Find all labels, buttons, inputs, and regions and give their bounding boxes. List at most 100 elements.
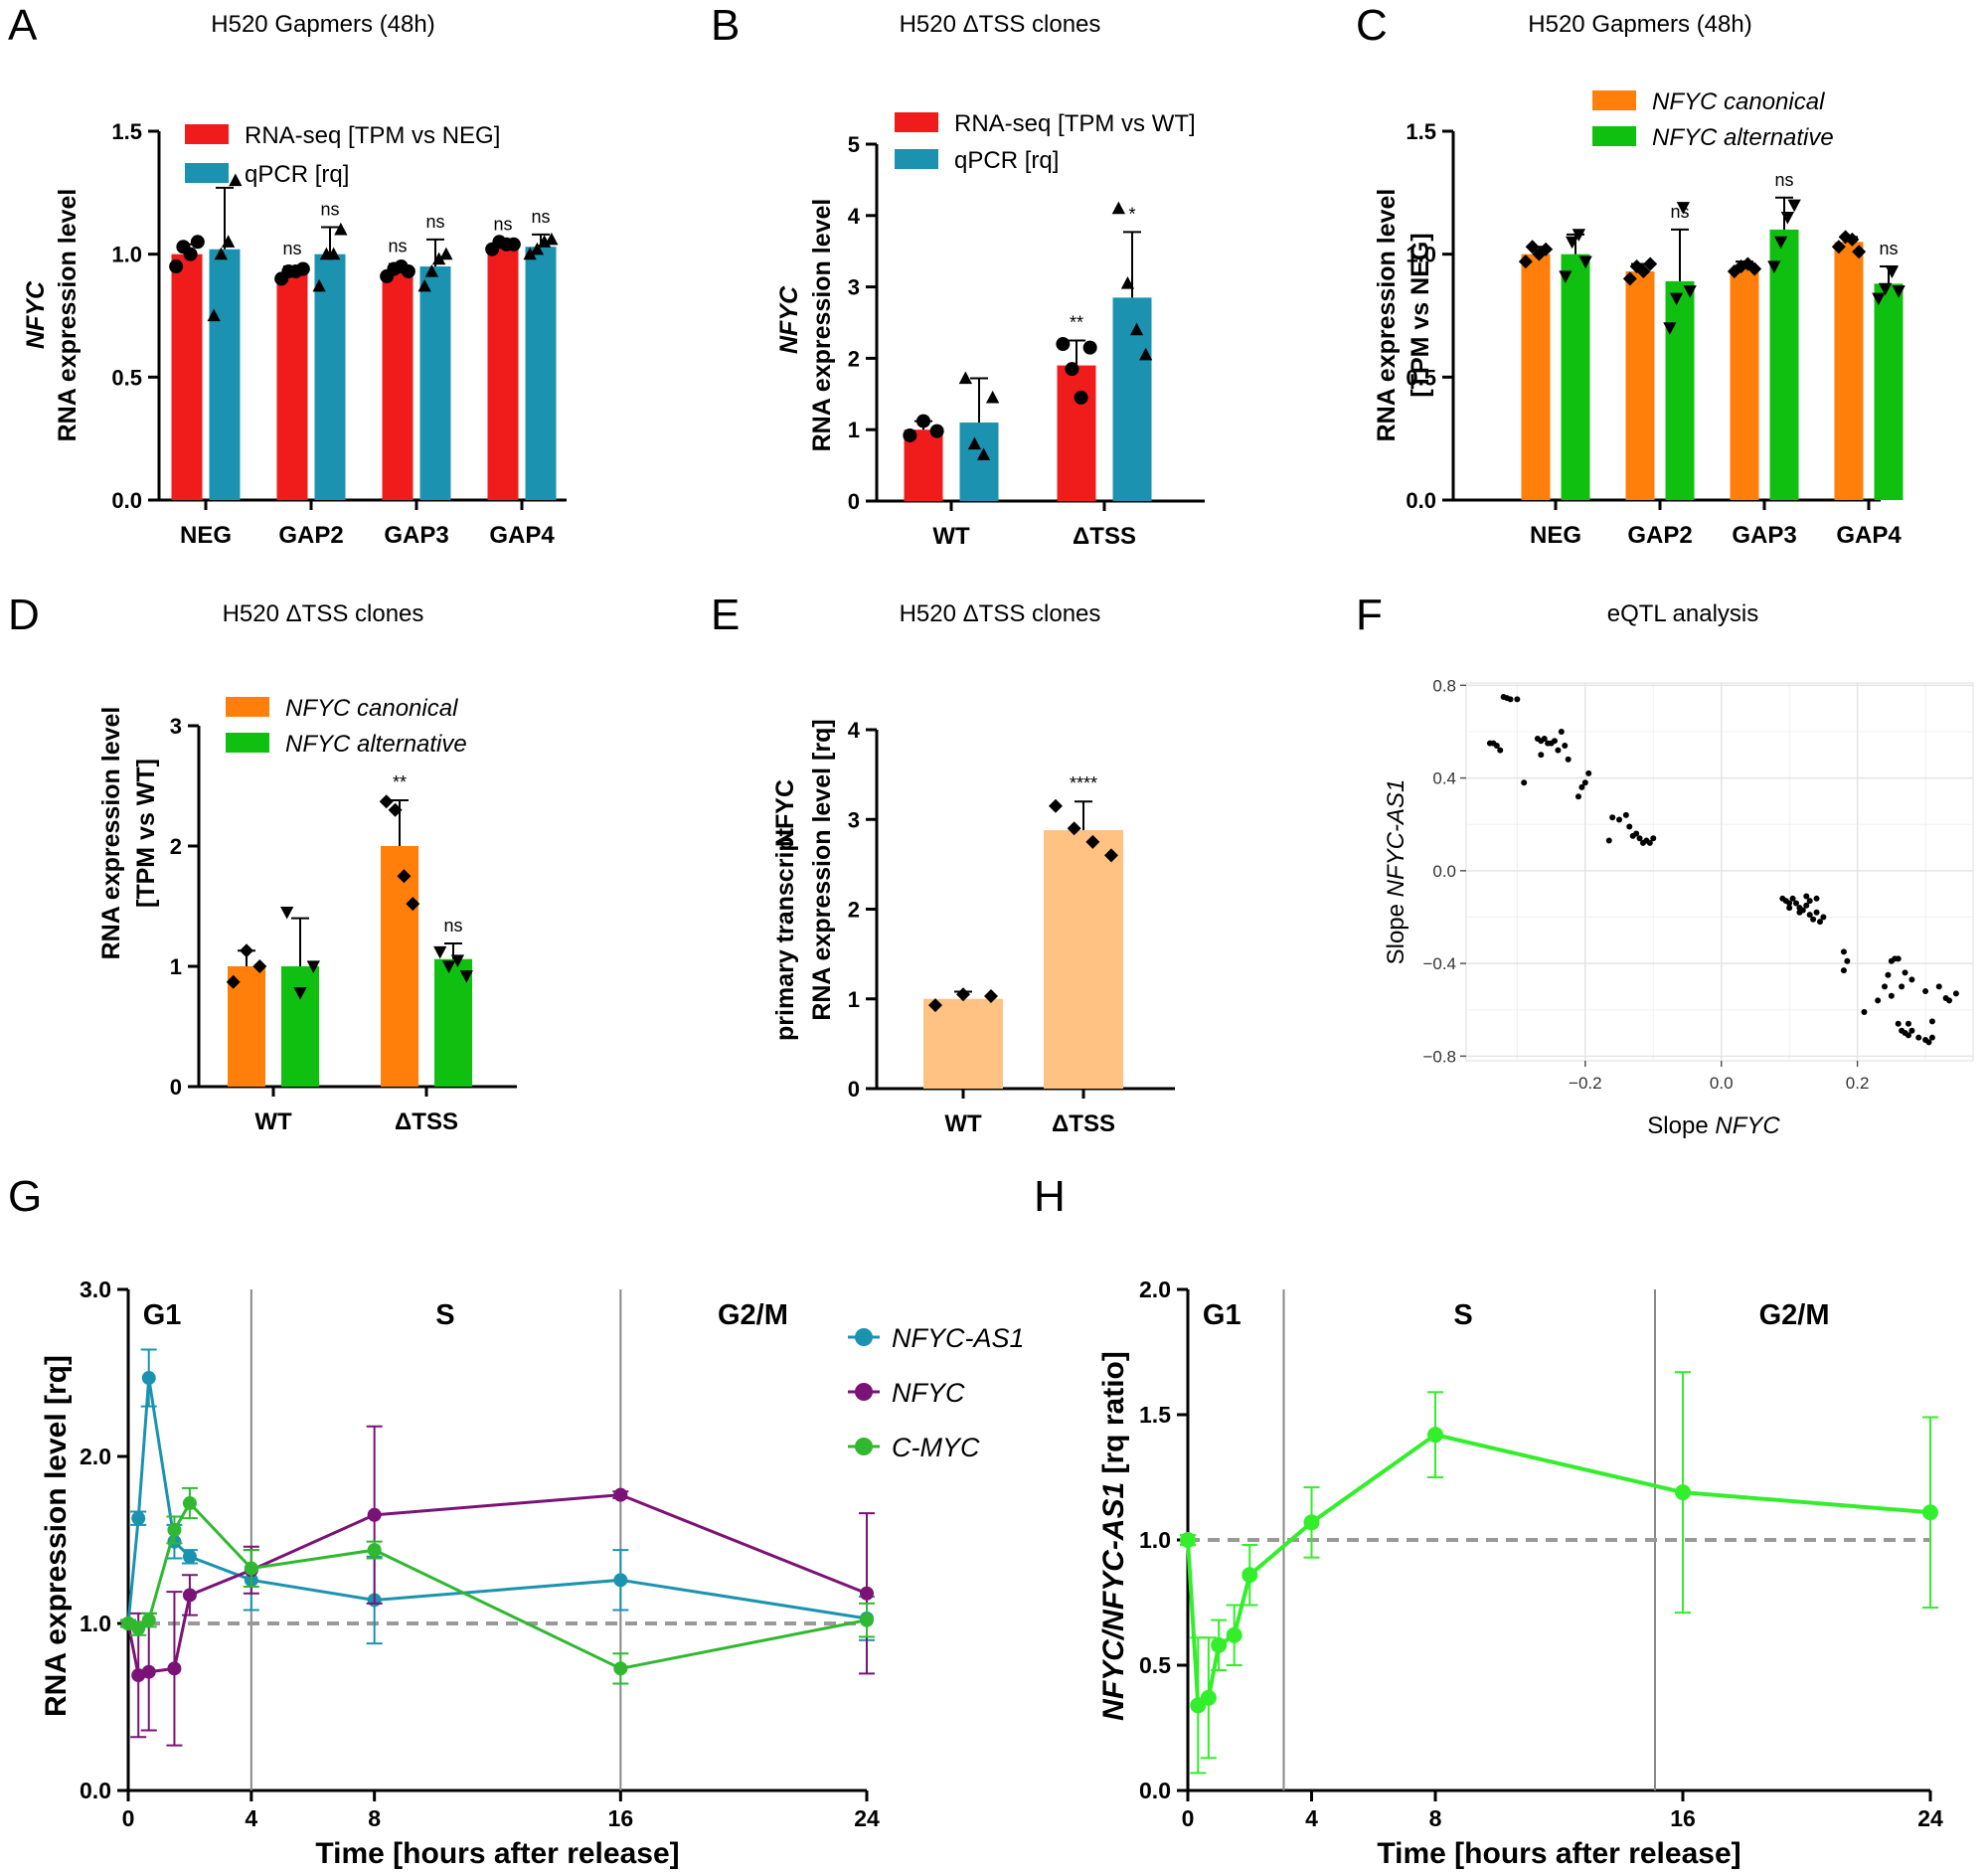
data-point (929, 424, 944, 438)
y-tick-label: 0.5 (111, 365, 142, 390)
bar (1044, 830, 1123, 1089)
y-axis-label: RNA expression level (808, 199, 836, 452)
scatter-point (1803, 893, 1810, 900)
y-axis-title: NFYC/NFYC-AS1 [rq ratio] (1097, 1351, 1130, 1721)
x-tick-label: GAP4 (1836, 522, 1902, 549)
legend-label: qPCR [rq] (954, 147, 1059, 174)
data-point (1669, 292, 1684, 306)
y-axis-label: NFYC (22, 280, 50, 349)
legend-label: RNA-seq [TPM vs NEG] (245, 122, 500, 149)
data-point (439, 247, 453, 260)
scatter-point (1908, 976, 1915, 983)
data-point (167, 1522, 182, 1537)
data-point (280, 906, 294, 920)
y-tick-label: 0.0 (111, 488, 142, 513)
data-point (433, 945, 447, 959)
bar (209, 249, 241, 500)
scatter-point (1928, 1018, 1935, 1025)
y-tick-label: 0.0 (1432, 862, 1456, 881)
data-point (956, 987, 970, 1002)
scatter-point (1816, 919, 1823, 926)
series-nfyc (120, 1425, 875, 1747)
data-point (1120, 276, 1135, 289)
legend-label: C-MYC (892, 1433, 980, 1462)
data-point (252, 959, 267, 973)
data-point (1852, 245, 1867, 259)
phase-label: S (435, 1299, 454, 1331)
scatter-point (1902, 969, 1908, 976)
y-axis-label: RNA expression level [rq] (808, 719, 836, 1020)
panel-letter-A: A (8, 1, 38, 50)
data-point (131, 1668, 146, 1683)
x-tick-label: −0.2 (1569, 1074, 1602, 1093)
data-point (860, 1586, 874, 1601)
data-point (523, 247, 537, 260)
data-point (1074, 390, 1088, 405)
panel-d-chart: H520 ΔTSS clones 0 1 2 3 RNA expression level… (97, 600, 517, 1135)
data-point (613, 1661, 628, 1676)
scatter-point (1646, 839, 1653, 846)
y-axis-label: RNA expression level (1373, 189, 1401, 442)
y-axis-label: [rq ratio] (1097, 1351, 1130, 1473)
significance-label: ns (443, 916, 462, 936)
scatter-point (1928, 1034, 1935, 1041)
panel-e-chart: H520 ΔTSS clones 0 1 2 3 4 NFYC RNA expression … (771, 600, 1175, 1137)
data-point (367, 1543, 382, 1558)
x-axis-title: Time [hours after release] (1377, 1837, 1740, 1870)
scatter-point (1541, 735, 1548, 742)
panel-letter-F: F (1356, 591, 1383, 639)
data-point (1539, 242, 1554, 256)
series-line (126, 1493, 868, 1678)
y-tick-label: 2 (170, 834, 182, 859)
x-tick-label: ΔTSS (1073, 523, 1136, 550)
data-point (1675, 1484, 1691, 1501)
bar (487, 247, 519, 500)
y-tick-label: 0 (848, 1077, 860, 1102)
data-point (1643, 256, 1658, 271)
scatter-point (1952, 990, 1959, 997)
x-tick-label: GAP3 (384, 522, 448, 549)
x-tick-label: 0.2 (1846, 1074, 1870, 1093)
y-tick-label: 3.0 (80, 1277, 111, 1302)
x-tick-label: 16 (608, 1805, 634, 1831)
significance-label: ** (393, 772, 407, 792)
data-point (1180, 1532, 1196, 1548)
y-tick-label: 4 (848, 204, 861, 229)
data-point (613, 1573, 628, 1588)
data-point (1578, 255, 1592, 269)
y-axis-label: [TPM vs NEG] (1407, 233, 1434, 397)
x-tick-label: ΔTSS (1052, 1110, 1115, 1137)
scatter-point (1813, 895, 1820, 902)
significance-label: * (1128, 204, 1135, 224)
data-point (1082, 340, 1097, 355)
scatter-point (1935, 983, 1942, 990)
scatter-point (1507, 696, 1514, 703)
y-tick-label: −0.8 (1422, 1047, 1456, 1066)
scatter-point (1806, 912, 1813, 919)
scatter-point (1861, 1009, 1868, 1016)
y-tick-label: 4 (848, 718, 861, 743)
panel-f-chart: eQTL analysis −0.2 0.0 0.2 −0.8 −0.4 0.0 0.4 0.8… (1383, 600, 1974, 1139)
scatter-point (1493, 742, 1500, 749)
y-tick-label: 1.0 (1406, 243, 1436, 267)
x-tick-label: ΔTSS (395, 1108, 458, 1135)
y-tick-label: 1.0 (80, 1611, 111, 1636)
data-point (506, 237, 521, 252)
x-tick-label: 0 (122, 1805, 135, 1831)
bar (276, 273, 308, 500)
data-point (1303, 1514, 1320, 1531)
data-point (424, 263, 439, 277)
legend-swatch (895, 112, 938, 132)
data-point (1559, 270, 1573, 283)
bar (281, 966, 319, 1087)
x-tick-label: GAP4 (489, 522, 555, 549)
panel-letter-B: B (711, 1, 740, 50)
y-axis-label: RNA expression level (54, 189, 82, 442)
x-tick-label: WT (932, 523, 970, 550)
y-tick-label: 1.5 (1139, 1402, 1171, 1428)
data-point (1111, 201, 1125, 215)
data-point (530, 242, 545, 255)
scatter-point (1565, 756, 1572, 763)
panel-letter-D: D (8, 591, 40, 639)
data-point (306, 960, 320, 973)
